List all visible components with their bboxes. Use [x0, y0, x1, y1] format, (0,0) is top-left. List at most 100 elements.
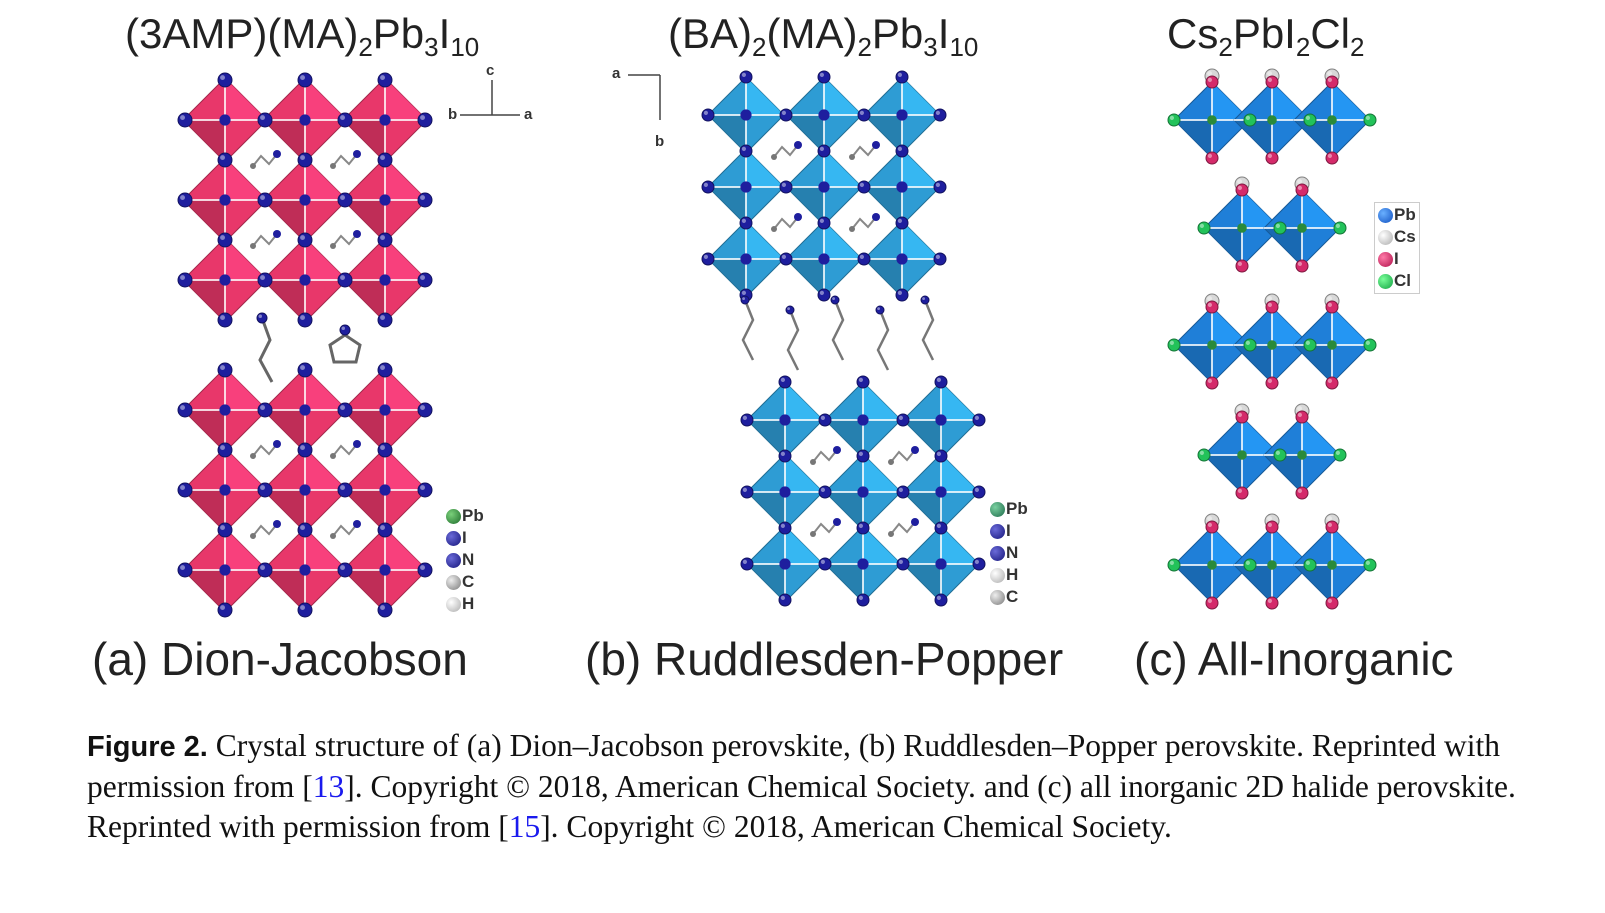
atom-highlight	[260, 565, 265, 570]
organic-spacer	[741, 299, 755, 361]
octahedron-facet	[785, 382, 823, 420]
octahedron-facet	[385, 238, 427, 280]
atom	[779, 486, 791, 498]
iodide-atom	[934, 449, 948, 463]
octahedron-facet	[1294, 565, 1332, 603]
atom	[219, 564, 231, 576]
atom-highlight	[1275, 223, 1280, 228]
iodide-atom	[778, 521, 792, 535]
atom-highlight	[340, 115, 345, 121]
iodide-atom	[297, 362, 313, 378]
chlorine-atom	[1303, 338, 1317, 352]
atom-highlight	[340, 405, 345, 410]
iodide-atom	[1325, 596, 1339, 610]
iodide-atom	[177, 112, 193, 128]
iodide-atom	[257, 402, 273, 418]
octahedron-facet	[863, 454, 901, 492]
organic-spacer	[876, 309, 890, 371]
organic-cation	[890, 449, 916, 463]
octahedron-facet	[746, 77, 784, 115]
iodide-atom	[818, 557, 832, 571]
reference-link[interactable]: 13	[312, 769, 345, 804]
iodide-atom	[257, 192, 273, 208]
nitrogen-atom	[833, 446, 841, 454]
panel-b-title: (BA)2(MA)2Pb3I10	[668, 10, 979, 62]
atom	[857, 486, 869, 498]
carbon-atom	[250, 533, 256, 539]
iodide-atom	[217, 312, 233, 328]
atom-highlight	[1297, 488, 1302, 493]
atom-highlight	[1327, 378, 1332, 383]
octahedron-facet	[785, 526, 823, 564]
octahedron-facet	[1234, 345, 1272, 383]
organic-spacer	[786, 309, 800, 371]
atom	[779, 558, 791, 570]
atom-highlight	[180, 405, 185, 410]
atom-highlight	[1207, 71, 1213, 77]
iodide-atom	[779, 252, 793, 266]
octahedron-facet	[864, 259, 902, 297]
legend-item: H	[990, 564, 1028, 586]
atom-highlight	[1199, 450, 1204, 455]
chlorine-atom	[1243, 113, 1257, 127]
octahedron-facet	[1272, 307, 1310, 345]
atom	[857, 414, 869, 426]
octahedron-facet	[385, 368, 427, 410]
octahedron-facet	[1294, 120, 1332, 158]
atom-highlight	[858, 523, 864, 529]
atom-highlight	[300, 605, 305, 610]
atom-highlight	[820, 415, 826, 420]
atom-highlight	[220, 315, 225, 320]
iodide-atom	[337, 272, 353, 288]
octahedron-facet	[786, 259, 824, 297]
atom-highlight	[1327, 598, 1332, 604]
atom-highlight	[1245, 560, 1250, 566]
iodide-atom	[1265, 376, 1279, 390]
octahedron-facet	[305, 78, 347, 120]
octahedron-facet	[1272, 527, 1310, 565]
iodide-atom	[1295, 410, 1309, 424]
iodide-atom	[417, 482, 433, 498]
organic-cation	[332, 443, 358, 457]
organic-spacer	[831, 299, 845, 361]
iodide-atom	[1295, 259, 1309, 273]
iodide-atom	[377, 152, 393, 168]
panel-b-label: (b) Ruddlesden-Popper	[585, 633, 1064, 685]
octahedron-facet	[183, 200, 225, 242]
atom	[935, 558, 947, 570]
iodide-atom	[1235, 183, 1249, 197]
iodide-atom	[701, 108, 715, 122]
atom-highlight	[380, 365, 385, 370]
octahedron-facet	[183, 570, 225, 612]
iodide-atom	[1205, 376, 1219, 390]
atom-highlight	[1237, 412, 1242, 417]
atom-highlight	[741, 72, 747, 77]
iodide-atom	[856, 521, 870, 535]
nitrogen-atom	[794, 141, 802, 149]
iodide-atom	[739, 144, 753, 158]
atom-highlight	[1267, 522, 1272, 528]
atom	[219, 194, 231, 206]
iodide-atom	[257, 482, 273, 498]
iodide-atom	[817, 70, 831, 84]
atom-highlight	[1207, 77, 1212, 82]
atom-highlight	[1267, 598, 1272, 604]
atom	[779, 414, 791, 426]
iodide-atom	[177, 482, 193, 498]
atom-highlight	[260, 485, 265, 490]
iodide-atom	[778, 593, 792, 607]
reference-link[interactable]: 15	[508, 809, 541, 844]
iodide-atom	[217, 442, 233, 458]
iodide-atom	[972, 413, 986, 427]
carbon-atom	[771, 154, 777, 160]
octahedron-facet	[1302, 190, 1340, 228]
organic-cation	[332, 233, 358, 247]
atom-highlight	[858, 377, 864, 382]
atom-highlight	[936, 451, 942, 456]
atom	[299, 274, 311, 286]
iodide-atom	[896, 485, 910, 499]
atom-highlight	[1297, 406, 1303, 411]
atom-highlight	[1237, 406, 1243, 411]
carbon-atom	[810, 531, 816, 537]
panel-c-title: Cs2PbI2Cl2	[1167, 10, 1365, 62]
